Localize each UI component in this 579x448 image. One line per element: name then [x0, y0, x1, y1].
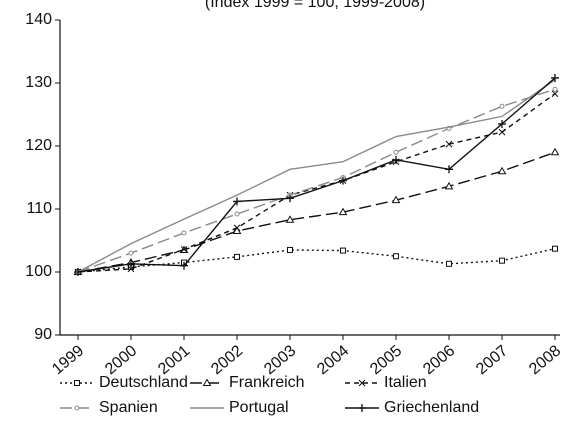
- marker: [499, 103, 505, 109]
- legend-item: Griechenland: [345, 399, 479, 416]
- chart-subtitle: (Index 1999 = 100, 1999-2008): [205, 0, 425, 11]
- marker: [358, 404, 366, 412]
- y-tick-label: 110: [26, 200, 52, 217]
- marker: [392, 155, 400, 164]
- legend-label: Italien: [384, 374, 427, 391]
- legend-item: Deutschland: [60, 374, 188, 391]
- marker: [128, 250, 134, 256]
- y-tick-label: 140: [25, 11, 52, 28]
- series-line: [77, 77, 556, 273]
- marker: [551, 73, 559, 82]
- x-tick-label: 2002: [208, 342, 246, 378]
- y-tick-label: 90: [34, 326, 52, 343]
- marker: [234, 211, 240, 217]
- marker: [340, 247, 346, 254]
- x-tick-label: 2005: [367, 342, 405, 378]
- marker: [285, 215, 295, 223]
- marker: [202, 378, 212, 386]
- x-tick-label: 2004: [314, 342, 352, 378]
- marker: [287, 246, 293, 253]
- series-line: [77, 88, 556, 273]
- marker: [233, 197, 241, 206]
- marker: [127, 265, 135, 273]
- legend-item: Spanien: [60, 399, 158, 416]
- series-line: [77, 151, 556, 273]
- marker: [444, 181, 454, 190]
- marker: [358, 379, 366, 387]
- marker: [551, 90, 559, 98]
- marker: [127, 259, 135, 268]
- marker: [498, 119, 506, 128]
- legend-label: Griechenland: [384, 399, 479, 416]
- marker: [498, 128, 506, 136]
- marker: [393, 253, 399, 260]
- marker: [339, 176, 347, 185]
- marker: [234, 253, 240, 260]
- legend-item: Frankreich: [190, 374, 305, 391]
- legend-item: Portugal: [190, 399, 289, 416]
- marker: [232, 226, 242, 235]
- marker: [180, 261, 188, 270]
- marker: [550, 147, 560, 156]
- legend-label: Deutschland: [99, 374, 188, 391]
- marker: [74, 380, 80, 386]
- marker: [445, 165, 453, 174]
- x-tick-label: 2006: [420, 342, 458, 378]
- marker: [446, 260, 452, 267]
- marker: [445, 140, 453, 148]
- series-line: [77, 93, 556, 273]
- x-tick-label: 2008: [526, 342, 564, 378]
- legend-item: Italien: [345, 374, 427, 391]
- series-line: [77, 79, 556, 273]
- legend-label: Portugal: [229, 399, 289, 416]
- x-tick-label: 2007: [473, 342, 511, 378]
- marker: [497, 166, 507, 175]
- marker: [552, 245, 558, 252]
- marker: [393, 149, 399, 155]
- x-tick-label: 1999: [49, 342, 87, 378]
- marker: [499, 257, 505, 264]
- y-tick-label: 120: [25, 137, 52, 154]
- marker: [74, 405, 80, 411]
- marker: [233, 224, 241, 232]
- series-line: [77, 248, 556, 273]
- marker: [74, 268, 82, 276]
- legend-label: Spanien: [99, 399, 158, 416]
- x-tick-label: 2003: [261, 342, 299, 378]
- marker: [181, 230, 187, 236]
- y-tick-label: 130: [25, 74, 52, 91]
- marker: [180, 245, 188, 253]
- y-tick-label: 100: [25, 263, 52, 280]
- marker: [286, 194, 294, 203]
- marker: [552, 86, 558, 92]
- x-tick-label: 2000: [102, 342, 140, 378]
- marker: [391, 195, 401, 204]
- x-tick-label: 2001: [155, 342, 193, 378]
- marker: [338, 207, 348, 216]
- legend-label: Frankreich: [229, 374, 305, 391]
